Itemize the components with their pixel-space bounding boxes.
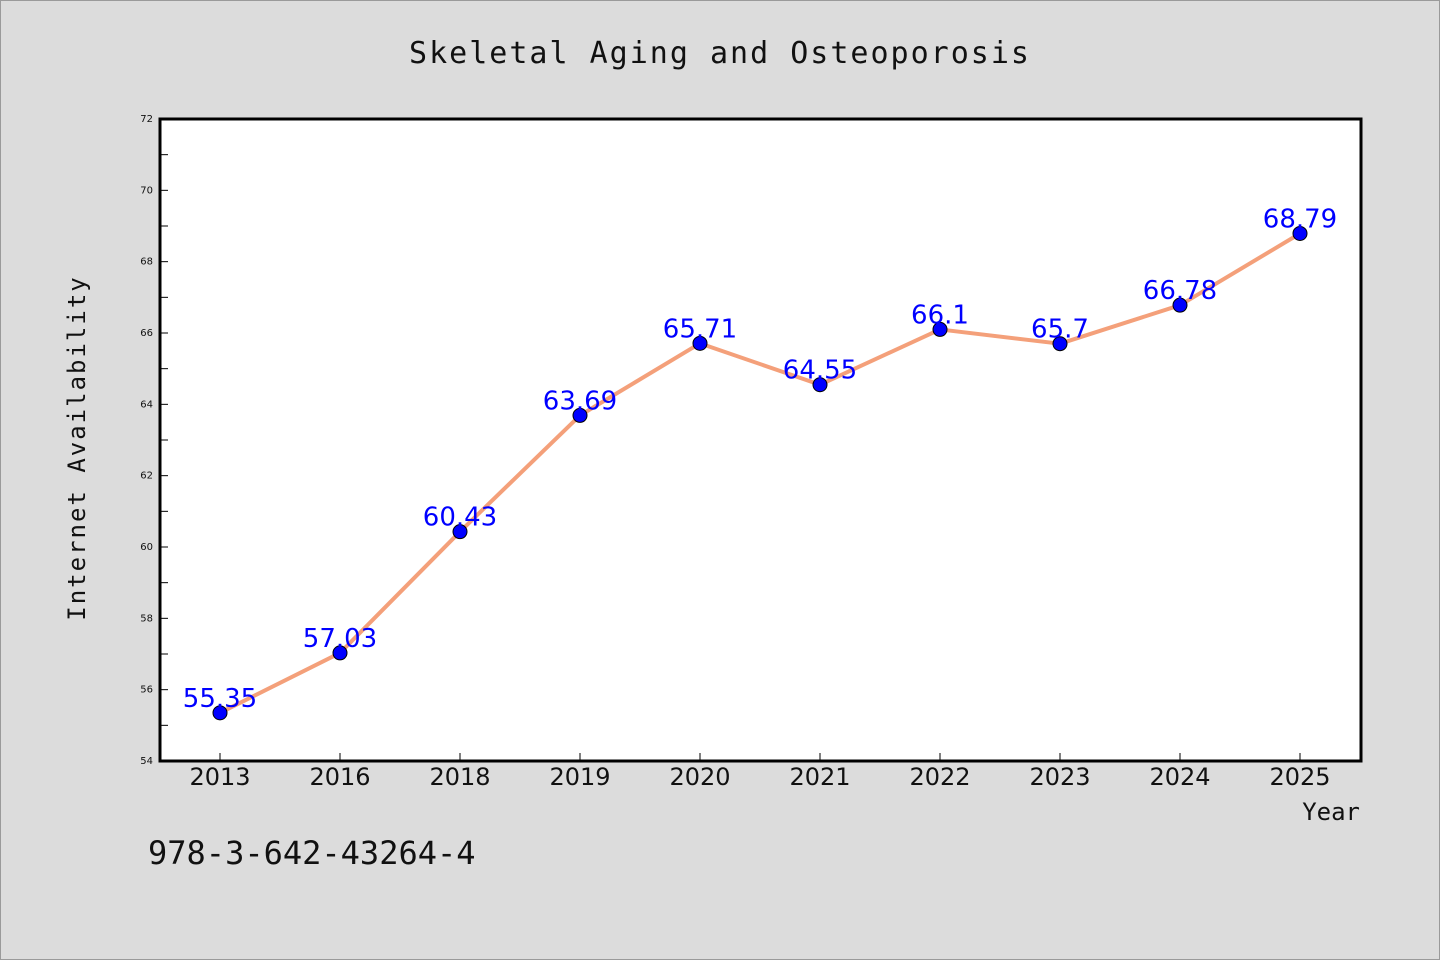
- y-tick-label: 56: [140, 685, 153, 696]
- y-axis: 54 56 58 60 62 64 66 68 70 72: [140, 114, 168, 767]
- data-label: 63.69: [543, 386, 617, 416]
- x-tick-label: 2016: [309, 763, 370, 791]
- data-label: 64.55: [783, 356, 857, 386]
- data-label: 66.78: [1143, 276, 1217, 306]
- data-point-marker: [332, 645, 348, 661]
- data-label: 65.71: [663, 314, 737, 344]
- data-point-marker: [812, 377, 828, 393]
- y-tick-label: 62: [140, 471, 153, 482]
- data-label: 60.43: [423, 503, 497, 533]
- x-axis: 2013 2016 2018 2019 2020 2021 2022 2023 2024 2025: [189, 753, 1331, 791]
- series-line: [218, 231, 1302, 715]
- isbn-footer: 978-3-642-43264-4: [148, 834, 476, 872]
- data-label: 65.7: [1031, 315, 1089, 345]
- data-point-marker: [932, 321, 948, 337]
- x-axis-label: Year: [1302, 798, 1360, 826]
- plot-area: [158, 117, 1363, 763]
- x-tick-label: 2021: [789, 763, 850, 791]
- data-label: 68.79: [1263, 204, 1337, 234]
- data-point-marker: [1172, 297, 1188, 313]
- data-label: 57.03: [303, 624, 377, 654]
- y-tick-label: 60: [140, 542, 153, 553]
- data-point-marker: [212, 705, 228, 721]
- y-tick-label: 54: [140, 756, 153, 767]
- data-point-marker: [1292, 225, 1308, 241]
- data-point-marker: [452, 524, 468, 540]
- y-tick-label: 70: [140, 185, 153, 196]
- chart-title: Skeletal Aging and Osteoporosis: [409, 36, 1031, 71]
- x-tick-label: 2019: [549, 763, 610, 791]
- x-tick-label: 2024: [1149, 763, 1210, 791]
- y-axis-label: Internet Availability: [63, 275, 91, 620]
- data-point-marker: [572, 407, 588, 423]
- y-tick-label: 64: [140, 399, 153, 410]
- x-tick-label: 2018: [429, 763, 490, 791]
- data-label: 66.1: [911, 300, 969, 330]
- y-tick-label: 66: [140, 328, 153, 339]
- y-tick-label: 68: [140, 257, 153, 268]
- y-tick-label: 72: [140, 114, 153, 125]
- data-label: 55.35: [183, 684, 257, 714]
- data-point-marker: [692, 335, 708, 351]
- data-point-marker: [1052, 336, 1068, 352]
- x-tick-label: 2020: [669, 763, 730, 791]
- series-markers: [212, 225, 1308, 721]
- x-tick-label: 2023: [1029, 763, 1090, 791]
- x-tick-label: 2022: [909, 763, 970, 791]
- y-tick-label: 58: [140, 613, 153, 624]
- data-labels: 55.35 57.03 60.43 63.69 65.71 64.55 66.1 65.7 66…: [183, 204, 1337, 713]
- x-tick-label: 2025: [1269, 763, 1330, 791]
- x-tick-label: 2013: [189, 763, 250, 791]
